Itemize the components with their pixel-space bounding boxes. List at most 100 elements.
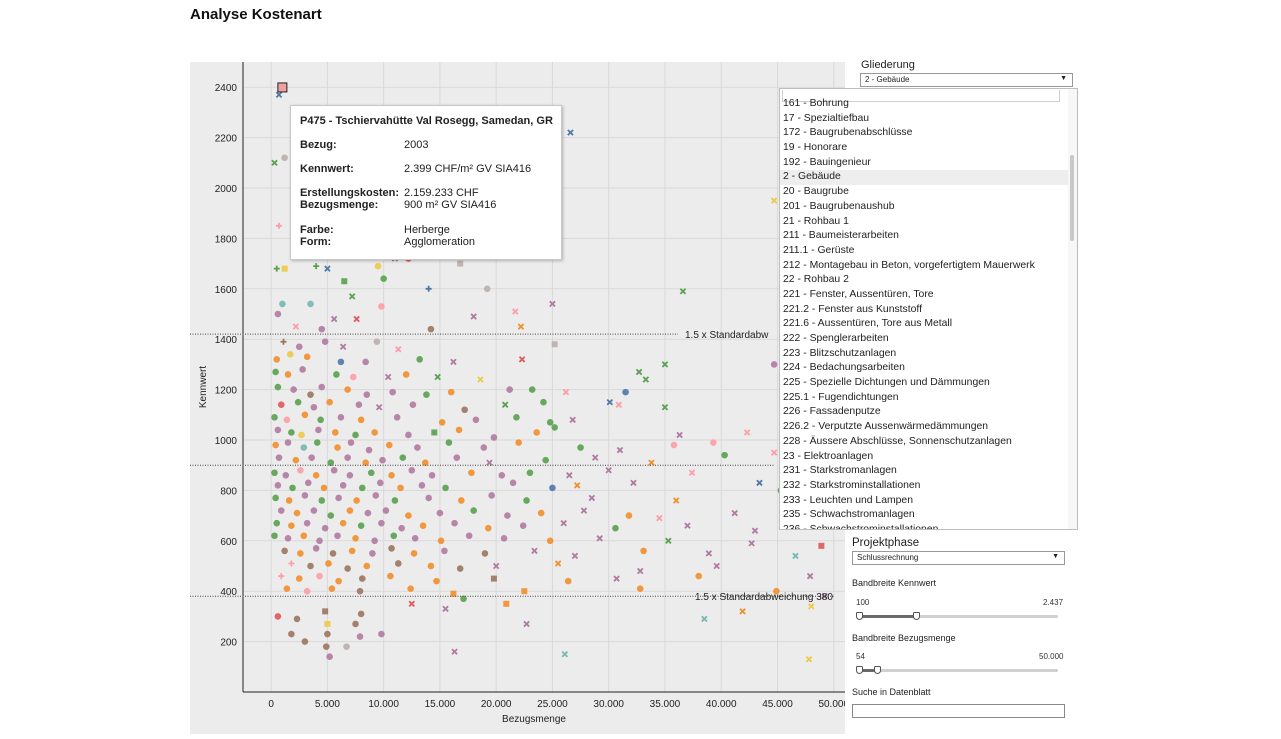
data-point[interactable] bbox=[300, 532, 308, 540]
data-point[interactable] bbox=[512, 308, 519, 315]
data-point[interactable] bbox=[457, 497, 465, 504]
data-point[interactable] bbox=[773, 587, 780, 595]
data-point[interactable] bbox=[327, 459, 335, 466]
list-item[interactable]: 201 - Baugrubenaushub bbox=[783, 200, 895, 212]
data-point[interactable] bbox=[316, 572, 323, 580]
data-point[interactable] bbox=[385, 441, 393, 449]
data-point[interactable] bbox=[661, 361, 669, 368]
data-point[interactable] bbox=[419, 522, 427, 529]
data-point[interactable] bbox=[344, 386, 351, 393]
data-point[interactable] bbox=[277, 507, 285, 514]
list-scrollbar[interactable] bbox=[1068, 89, 1077, 529]
data-point[interactable] bbox=[280, 338, 287, 345]
slider-handle-max[interactable] bbox=[912, 612, 920, 620]
data-point[interactable] bbox=[310, 507, 318, 514]
data-point[interactable] bbox=[295, 575, 303, 582]
data-point[interactable] bbox=[339, 343, 347, 350]
data-point[interactable] bbox=[363, 391, 371, 398]
data-point[interactable] bbox=[326, 653, 333, 661]
data-point[interactable] bbox=[492, 562, 500, 570]
data-point[interactable] bbox=[274, 426, 282, 434]
data-point[interactable] bbox=[274, 613, 282, 620]
data-point[interactable] bbox=[395, 346, 402, 353]
data-point[interactable] bbox=[679, 288, 687, 295]
data-point[interactable] bbox=[372, 492, 380, 499]
data-point[interactable] bbox=[616, 446, 624, 454]
data-point[interactable] bbox=[564, 577, 572, 585]
data-point[interactable] bbox=[503, 600, 510, 607]
data-point[interactable] bbox=[293, 615, 301, 623]
data-point[interactable] bbox=[488, 492, 495, 499]
data-point[interactable] bbox=[344, 565, 351, 572]
list-item[interactable]: 211.1 - Gerüste bbox=[783, 244, 855, 256]
data-point[interactable] bbox=[748, 540, 755, 547]
data-point[interactable] bbox=[329, 550, 337, 557]
data-point[interactable] bbox=[688, 469, 696, 476]
data-point[interactable] bbox=[409, 401, 417, 409]
data-point[interactable] bbox=[805, 656, 813, 663]
data-point[interactable] bbox=[751, 527, 759, 534]
data-point[interactable] bbox=[373, 338, 381, 346]
data-point[interactable] bbox=[300, 444, 308, 451]
list-item[interactable]: 23 - Elektroanlagen bbox=[783, 450, 874, 462]
data-point[interactable] bbox=[423, 391, 430, 398]
data-point[interactable] bbox=[318, 325, 326, 333]
data-point[interactable] bbox=[301, 638, 309, 645]
list-item[interactable]: 232 - Starkstrominstallationen bbox=[783, 479, 921, 491]
data-point[interactable] bbox=[303, 519, 311, 527]
data-point[interactable] bbox=[363, 562, 371, 570]
data-point[interactable] bbox=[318, 383, 326, 391]
data-point[interactable] bbox=[573, 482, 581, 489]
data-point[interactable] bbox=[352, 431, 359, 439]
data-point[interactable] bbox=[517, 323, 525, 330]
data-point[interactable] bbox=[821, 593, 828, 600]
data-point[interactable] bbox=[358, 575, 366, 582]
data-point[interactable] bbox=[307, 562, 314, 570]
data-point[interactable] bbox=[295, 343, 303, 351]
data-point[interactable] bbox=[670, 441, 678, 449]
data-point[interactable] bbox=[490, 575, 497, 582]
data-point[interactable] bbox=[509, 479, 517, 487]
data-point[interactable] bbox=[333, 371, 340, 378]
data-point[interactable] bbox=[275, 454, 283, 461]
data-point[interactable] bbox=[292, 323, 300, 330]
data-point[interactable] bbox=[501, 401, 509, 408]
data-point[interactable] bbox=[356, 587, 364, 595]
data-point[interactable] bbox=[481, 550, 489, 557]
data-point[interactable] bbox=[414, 444, 421, 451]
data-point[interactable] bbox=[362, 459, 369, 466]
list-item[interactable]: 231 - Starkstromanlagen bbox=[783, 465, 897, 477]
data-point[interactable] bbox=[605, 467, 612, 474]
data-point[interactable] bbox=[303, 587, 311, 595]
data-point[interactable] bbox=[335, 577, 342, 585]
data-point[interactable] bbox=[324, 630, 331, 638]
data-point[interactable] bbox=[325, 560, 332, 567]
data-point[interactable] bbox=[339, 482, 347, 489]
data-point[interactable] bbox=[436, 509, 444, 517]
data-point[interactable] bbox=[461, 406, 468, 414]
data-point[interactable] bbox=[272, 368, 279, 376]
data-point[interactable] bbox=[371, 537, 378, 545]
data-point[interactable] bbox=[288, 630, 295, 638]
data-point[interactable] bbox=[408, 466, 416, 474]
data-point[interactable] bbox=[375, 404, 383, 411]
data-point[interactable] bbox=[324, 620, 331, 627]
data-point[interactable] bbox=[442, 484, 449, 492]
data-point[interactable] bbox=[612, 524, 619, 532]
data-point[interactable] bbox=[355, 401, 363, 409]
data-point[interactable] bbox=[642, 376, 650, 383]
data-point[interactable] bbox=[427, 325, 435, 333]
data-point[interactable] bbox=[483, 285, 491, 293]
data-point[interactable] bbox=[288, 429, 295, 436]
data-point[interactable] bbox=[307, 300, 314, 308]
data-point[interactable] bbox=[441, 547, 448, 555]
gliederung-dropdown[interactable]: 2 - Gebäude ▼ bbox=[860, 73, 1073, 87]
data-point[interactable] bbox=[477, 376, 484, 383]
data-point[interactable] bbox=[326, 398, 333, 406]
data-point[interactable] bbox=[596, 535, 603, 542]
data-point[interactable] bbox=[676, 431, 683, 439]
data-point[interactable] bbox=[273, 356, 281, 363]
data-point[interactable] bbox=[792, 552, 799, 560]
data-point[interactable] bbox=[408, 600, 416, 608]
data-point[interactable] bbox=[281, 547, 288, 555]
